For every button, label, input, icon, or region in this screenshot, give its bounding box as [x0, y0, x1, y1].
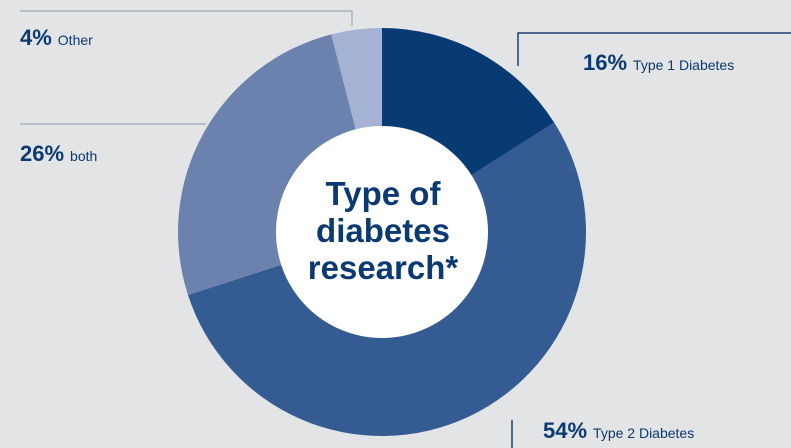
callout-other: 4% Other [20, 27, 93, 49]
label-both: both [70, 148, 98, 164]
donut-hole [276, 126, 488, 338]
pct-type1: 16% [583, 50, 628, 75]
callout-both: 26% both [20, 143, 97, 165]
pct-type2: 54% [543, 418, 588, 443]
pct-other: 4% [20, 25, 52, 50]
label-other: Other [57, 32, 93, 48]
title-line-1: Type of [325, 175, 441, 212]
title-line-3: research* [307, 248, 459, 286]
callout-type2: 54% Type 2 Diabetes [543, 420, 694, 442]
leader-line-other [20, 10, 353, 26]
label-type2: Type 2 Diabetes [593, 425, 695, 441]
callout-type1: 16% Type 1 Diabetes [583, 52, 734, 74]
leader-line-type1 [517, 32, 791, 66]
chart-title: Type of diabetes research* [277, 175, 489, 287]
label-type1: Type 1 Diabetes [633, 57, 735, 73]
title-line-2: diabetes [316, 211, 450, 249]
pct-both: 26% [20, 141, 65, 166]
